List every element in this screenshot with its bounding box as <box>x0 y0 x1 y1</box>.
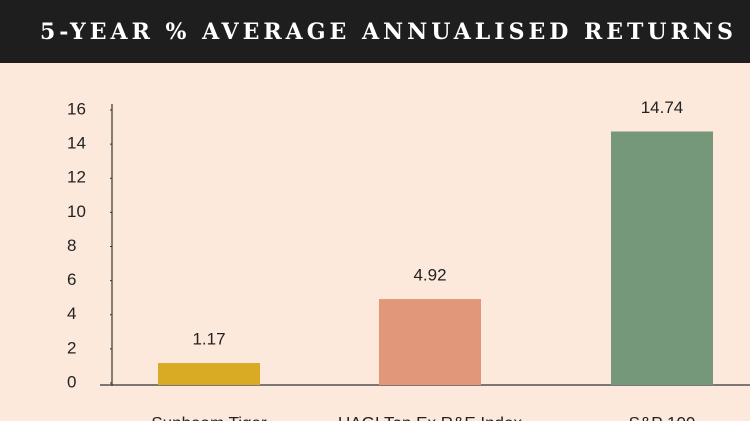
y-tick-label: 8 <box>67 236 76 255</box>
x-tick-label: S&P 100 <box>629 413 696 421</box>
value-label: 4.92 <box>413 266 446 285</box>
y-tick-label: 14 <box>67 134 86 153</box>
bar <box>158 363 260 385</box>
header <box>0 0 750 63</box>
y-tick-label: 0 <box>67 372 76 391</box>
y-tick-label: 12 <box>67 168 86 187</box>
y-tick-label: 4 <box>67 304 76 323</box>
y-tick-label: 10 <box>67 202 86 221</box>
value-label: 14.74 <box>641 98 684 117</box>
value-label: 1.17 <box>192 330 225 349</box>
bar <box>611 131 713 385</box>
x-tick-label: UAGI Top Ex R&E Index <box>338 413 522 421</box>
bar <box>379 299 481 385</box>
y-tick-label: 2 <box>67 338 76 357</box>
y-tick-label: 6 <box>67 270 76 289</box>
chart-title: 5-YEAR % AVERAGE ANNUALISED RETURNS <box>40 19 737 45</box>
x-tick-label: Sunbeam Tiger <box>151 413 267 421</box>
y-tick-label: 16 <box>67 99 86 118</box>
